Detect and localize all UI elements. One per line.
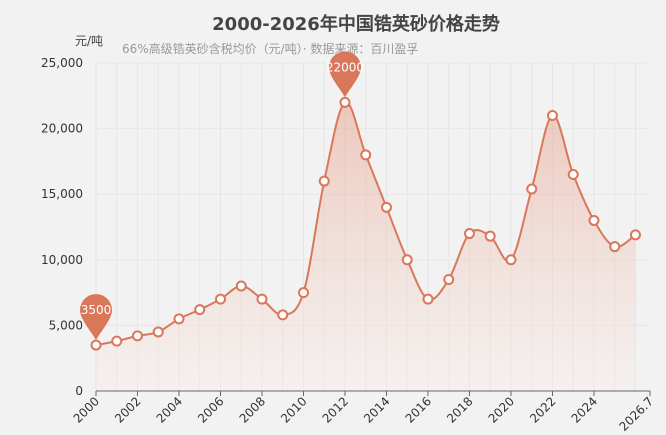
data-point bbox=[297, 287, 309, 299]
data-point bbox=[318, 175, 330, 187]
data-point bbox=[111, 335, 123, 347]
data-point bbox=[214, 293, 226, 305]
x-tick-label: 2010 bbox=[278, 394, 309, 425]
x-tick-label: 2020 bbox=[486, 394, 517, 425]
marker-pin-shape bbox=[328, 51, 361, 98]
data-point bbox=[443, 273, 455, 285]
y-tick-label: 25,000 bbox=[41, 56, 83, 70]
data-point bbox=[131, 330, 143, 342]
area-fill bbox=[96, 102, 636, 391]
data-point bbox=[546, 109, 558, 121]
y-tick-label: 5,000 bbox=[49, 318, 83, 332]
data-point bbox=[194, 304, 206, 316]
x-tick-label: 2026.7 bbox=[617, 394, 657, 434]
x-tick-label: 2000 bbox=[71, 394, 102, 425]
data-point bbox=[526, 183, 538, 195]
x-tick-label: 2002 bbox=[112, 394, 143, 425]
chart-subtitle: 66%高级锆英砂含税均价（元/吨）· 数据来源：百川盈孚 bbox=[122, 41, 418, 56]
x-axis-ticks: 2000 2002 2004 2006 2008 2010 2012 2014 2016 2018… bbox=[71, 391, 656, 434]
data-point bbox=[588, 214, 600, 226]
y-tick-label: 0 bbox=[75, 384, 83, 398]
y-tick-label: 20,000 bbox=[41, 122, 83, 136]
marker-pins: 3500 22000 bbox=[80, 51, 364, 341]
data-point bbox=[256, 293, 268, 305]
x-tick-label: 2008 bbox=[237, 394, 268, 425]
data-point bbox=[360, 149, 372, 161]
x-tick-label: 2024 bbox=[569, 394, 600, 425]
data-point bbox=[152, 326, 164, 338]
x-tick-label: 2004 bbox=[154, 394, 185, 425]
data-point bbox=[235, 280, 247, 292]
data-point bbox=[90, 339, 102, 351]
data-point bbox=[401, 254, 413, 266]
x-tick-label: 2022 bbox=[527, 394, 558, 425]
marker-pin: 22000 bbox=[326, 51, 364, 98]
marker-pin-label: 3500 bbox=[81, 303, 112, 317]
y-axis-ticks: 0 5,000 10,000 15,000 20,000 25,000 bbox=[41, 56, 83, 398]
data-point bbox=[567, 169, 579, 181]
data-point bbox=[629, 229, 641, 241]
data-point bbox=[173, 313, 185, 325]
marker-pin-shape bbox=[80, 294, 112, 341]
x-tick-label: 2016 bbox=[403, 394, 434, 425]
marker-pin: 3500 bbox=[80, 294, 112, 341]
data-point bbox=[422, 293, 434, 305]
data-point bbox=[609, 241, 621, 253]
data-point bbox=[505, 254, 517, 266]
data-point bbox=[463, 228, 475, 240]
x-tick-label: 2014 bbox=[361, 394, 392, 425]
data-points bbox=[90, 96, 641, 351]
x-tick-label: 2012 bbox=[320, 394, 351, 425]
marker-pin-label: 22000 bbox=[326, 60, 364, 74]
data-point bbox=[277, 309, 289, 321]
y-tick-label: 10,000 bbox=[41, 253, 83, 267]
chart-title: 2000-2026年中国锆英砂价格走势 bbox=[212, 13, 500, 35]
x-tick-label: 2006 bbox=[195, 394, 226, 425]
x-tick-label: 2018 bbox=[444, 394, 475, 425]
data-point bbox=[484, 230, 496, 242]
data-point bbox=[380, 201, 392, 213]
y-axis-unit-label: 元/吨 bbox=[75, 34, 103, 48]
data-point bbox=[339, 96, 351, 108]
y-tick-label: 15,000 bbox=[41, 187, 83, 201]
